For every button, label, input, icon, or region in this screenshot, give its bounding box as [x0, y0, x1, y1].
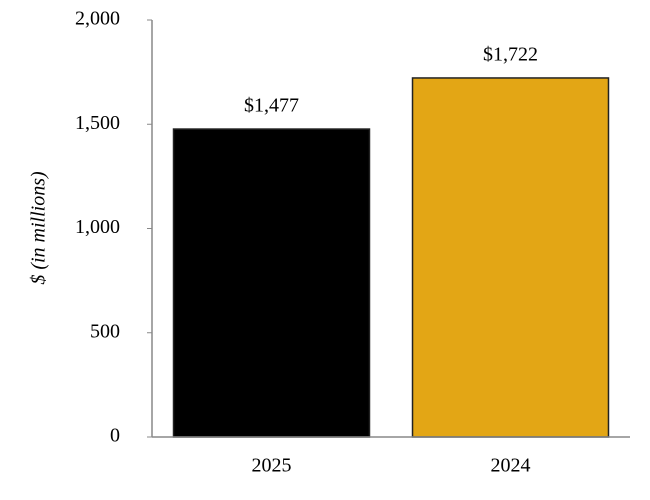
value-label: $1,477 — [244, 95, 299, 117]
x-tick-label: 2024 — [491, 455, 531, 477]
y-axis-label: $ (in millions) — [28, 171, 50, 285]
y-tick-label: 1,500 — [75, 112, 120, 134]
value-label: $1,722 — [483, 44, 538, 66]
y-tick-label: 0 — [110, 425, 120, 447]
y-tick-label: 2,000 — [75, 8, 120, 30]
y-tick-label: 500 — [90, 320, 120, 342]
x-tick-label: 2025 — [252, 455, 292, 477]
bar — [172, 128, 371, 438]
y-tick-label: 1,000 — [75, 216, 120, 238]
bar — [411, 77, 610, 438]
